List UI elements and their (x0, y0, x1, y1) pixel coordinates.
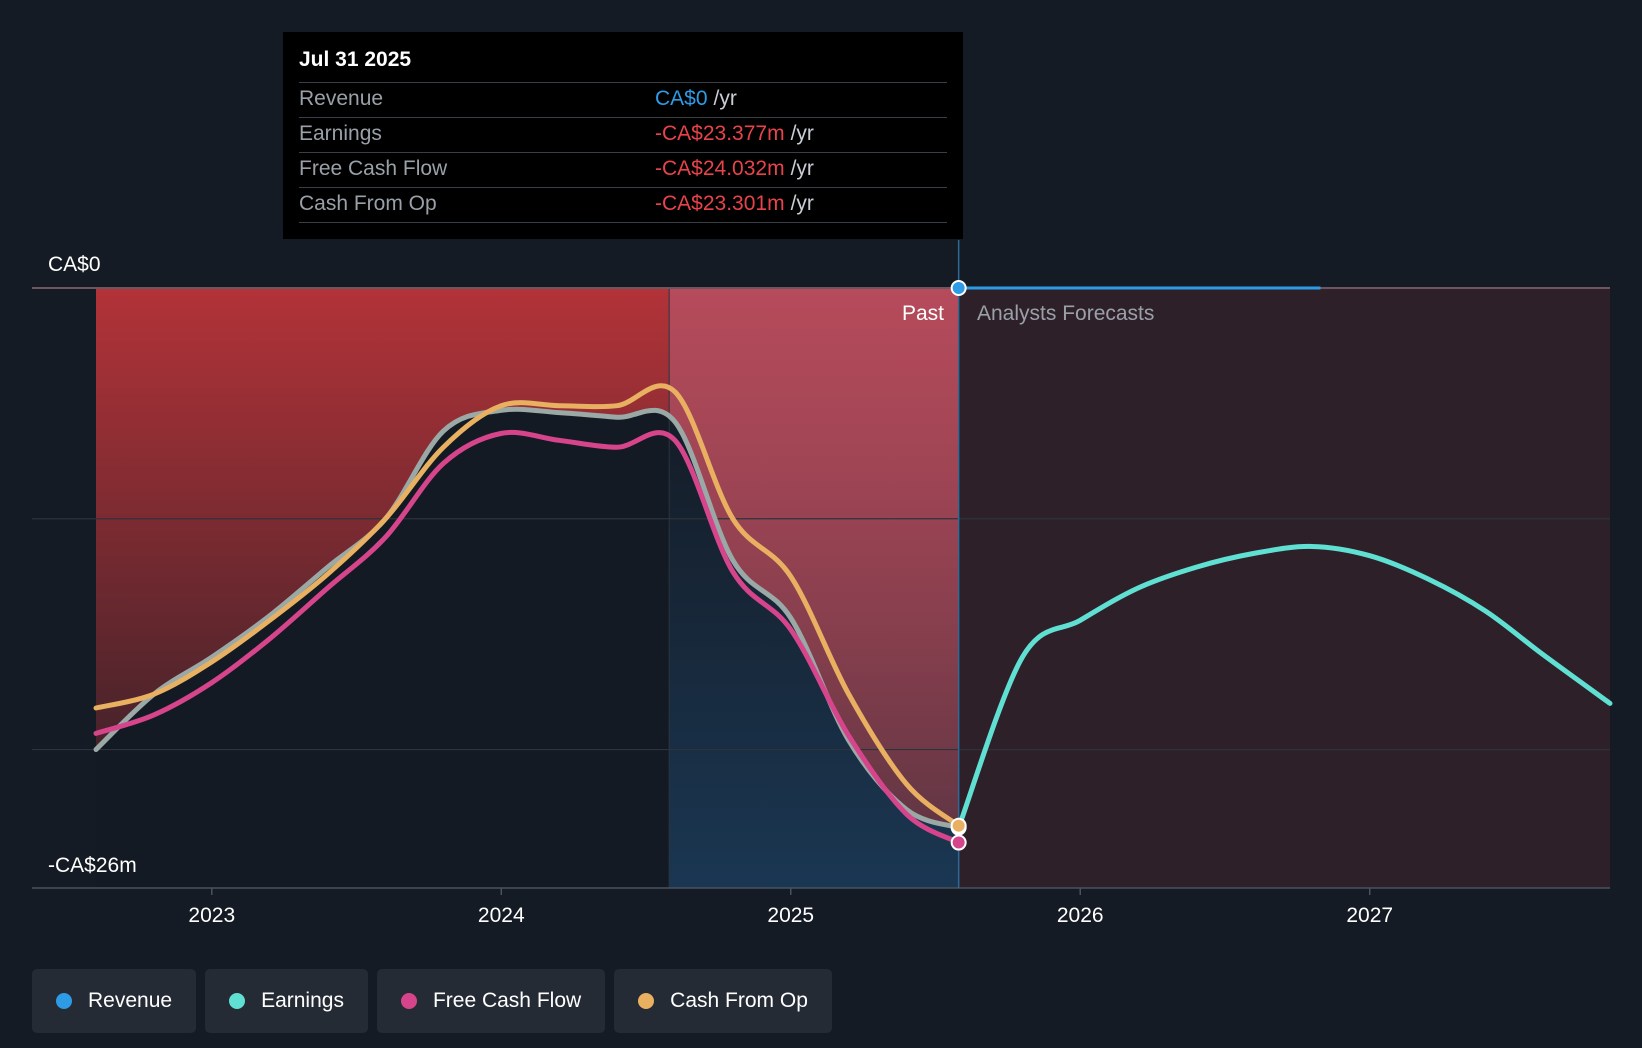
tooltip-value: -CA$23.301m (655, 192, 785, 215)
tooltip-row-free-cash-flow: Free Cash Flow -CA$24.032m /yr (299, 152, 947, 187)
tooltip-date: Jul 31 2025 (299, 48, 412, 71)
tooltip-row-cash-from-op: Cash From Op -CA$23.301m /yr (299, 187, 947, 223)
legend-dot-icon (229, 993, 246, 1009)
tooltip-unit: /yr (713, 87, 737, 110)
tooltip-unit: /yr (790, 122, 814, 145)
tooltip-value: -CA$23.377m (655, 122, 785, 145)
cash-from-op-line (93, 383, 962, 829)
x-tick-label: 2025 (767, 904, 814, 927)
earnings-forecast-line (956, 543, 1613, 831)
tooltip-label: Earnings (299, 122, 382, 145)
legend-dot-icon (400, 993, 417, 1009)
past-label: Past (902, 302, 944, 325)
legend-label: Revenue (88, 989, 173, 1012)
cash-from-op-marker (950, 817, 967, 834)
y-axis-label-top: CA$0 (48, 253, 101, 276)
tooltip-value: -CA$24.032m (655, 157, 785, 180)
tooltip-row-earnings: Earnings -CA$23.377m /yr (299, 117, 947, 152)
legend-item-revenue[interactable]: Revenue (32, 969, 197, 1033)
forecast-label: Analysts Forecasts (977, 302, 1154, 325)
tooltip-label: Revenue (299, 87, 384, 110)
revenue-marker (950, 280, 967, 296)
chart-legend: Revenue Earnings Free Cash Flow Cash Fro… (32, 969, 832, 1033)
highlight-below-fill (669, 416, 959, 888)
forecast-area-fill (958, 288, 1610, 888)
highlight-area-fill (669, 288, 959, 828)
legend-label: Free Cash Flow (432, 989, 582, 1012)
tooltip-label: Cash From Op (299, 192, 437, 215)
tooltip-unit: /yr (790, 192, 814, 215)
legend-item-cash-from-op[interactable]: Cash From Op (614, 969, 832, 1033)
free-cash-flow-marker (950, 834, 967, 851)
legend-item-earnings[interactable]: Earnings (205, 969, 368, 1033)
tooltip-row-revenue: Revenue CA$0 /yr (299, 82, 947, 117)
tooltip-value: CA$0 (655, 87, 708, 110)
tooltip-panel: Jul 31 2025 Revenue CA$0 /yr Earnings -C… (283, 32, 963, 239)
legend-label: Earnings (261, 989, 344, 1012)
tooltip-unit: /yr (790, 157, 814, 180)
x-tick-label: 2023 (188, 904, 235, 927)
legend-dot-icon (638, 993, 655, 1009)
legend-item-free-cash-flow[interactable]: Free Cash Flow (376, 969, 606, 1033)
x-tick-label: 2027 (1346, 904, 1393, 927)
x-tick-label: 2024 (478, 904, 525, 927)
legend-label: Cash From Op (670, 989, 808, 1012)
free-cash-flow-line (93, 429, 962, 846)
tooltip-label: Free Cash Flow (299, 157, 448, 180)
x-tick-label: 2026 (1057, 904, 1104, 927)
legend-dot-icon (56, 993, 72, 1009)
y-axis-label-bottom: -CA$26m (48, 854, 137, 877)
